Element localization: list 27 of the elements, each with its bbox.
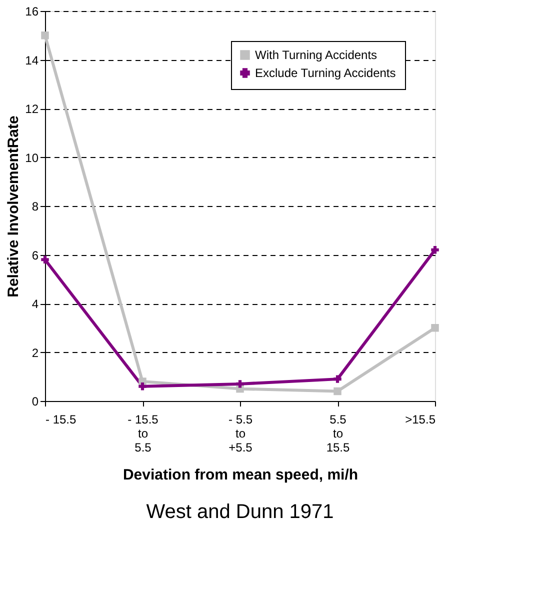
y-tick-label: 16 — [25, 4, 39, 18]
point — [236, 380, 244, 388]
point — [334, 387, 342, 396]
x-tick-label: - 15.5 — [46, 412, 77, 426]
y-tick-label: 12 — [25, 102, 39, 116]
x-tick-label: - 5.5 to +5.5 — [228, 412, 253, 454]
point — [138, 382, 146, 390]
x-tick-label: - 15.5 to 5.5 — [128, 412, 159, 454]
legend-label: Exclude Turning Accidents — [255, 66, 396, 80]
x-tick-label: >15.5 — [405, 412, 436, 426]
point — [334, 375, 342, 383]
y-tick-label: 6 — [32, 248, 39, 262]
point — [431, 324, 439, 332]
x-axis-title: Deviation from mean speed, mi/h — [122, 466, 358, 484]
y-tick-label: 0 — [32, 394, 39, 408]
y-tick-label: 14 — [25, 53, 39, 68]
point — [41, 32, 49, 40]
legend-label: With Turning Accidents — [255, 48, 378, 62]
point — [41, 256, 49, 264]
point — [431, 246, 439, 254]
y-tick-label: 4 — [32, 297, 39, 311]
y-tick-label: 10 — [25, 150, 39, 165]
text: West and Dunn 1971 — [146, 501, 334, 523]
x-tick-label: 5.5 to 15.5 — [326, 412, 350, 454]
y-tick-label: 2 — [32, 346, 39, 360]
y-tick-label: 8 — [32, 200, 39, 214]
y-axis-title: Relative InvolvementRate — [5, 116, 22, 298]
